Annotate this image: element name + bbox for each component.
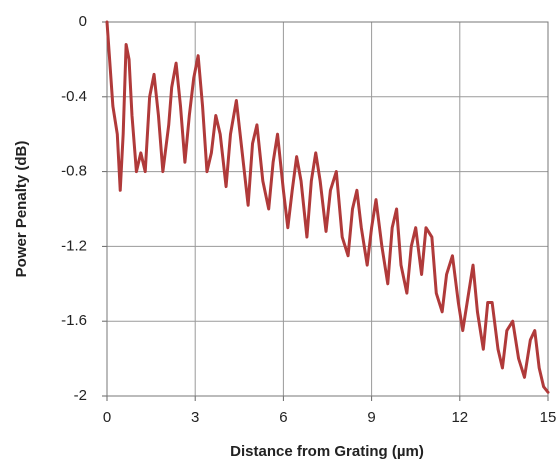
x-tick-label: 6: [279, 409, 287, 426]
x-tick-label: 3: [191, 409, 199, 426]
x-axis-title: Distance from Grating (µm): [230, 443, 424, 460]
y-tick-label: -1.6: [61, 312, 87, 329]
x-tick-label: 9: [367, 409, 375, 426]
y-tick-label: -0.8: [61, 163, 87, 180]
x-tick-label: 0: [103, 409, 111, 426]
y-tick-label: -0.4: [61, 88, 87, 105]
data-line: [105, 20, 550, 394]
y-tick-label: -2: [74, 387, 87, 404]
y-tick-label: -1.2: [61, 237, 87, 254]
x-tick-label: 15: [540, 409, 557, 426]
y-axis-title: Power Penalty (dB): [13, 141, 30, 278]
y-tick-label: 0: [79, 13, 87, 30]
x-tick-label: 12: [451, 409, 468, 426]
plot-frame: [106, 21, 549, 397]
